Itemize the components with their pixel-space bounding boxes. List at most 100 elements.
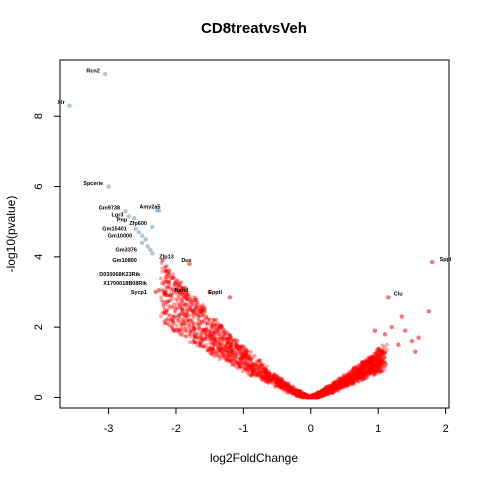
cloud-point <box>368 372 372 376</box>
cloud-point <box>221 336 226 341</box>
cloud-point <box>246 364 250 369</box>
cloud-point <box>261 372 266 377</box>
cloud-point <box>203 327 208 332</box>
cloud-point <box>272 375 277 380</box>
cloud-point <box>244 348 249 353</box>
cloud-point <box>251 369 256 374</box>
cloud-point <box>283 389 288 393</box>
cloud-point <box>325 388 330 392</box>
cloud-point <box>213 318 218 323</box>
cloud-point <box>289 386 294 391</box>
cloud-point <box>322 391 326 396</box>
cloud-point <box>276 377 281 382</box>
cloud-point <box>161 299 166 304</box>
cloud-point <box>318 389 322 394</box>
cloud-point <box>239 344 244 349</box>
cloud-point <box>163 290 168 295</box>
cloud-point <box>200 303 205 307</box>
cloud-point <box>336 384 340 388</box>
cloud-point <box>362 362 367 367</box>
cloud-point <box>320 394 325 398</box>
cloud-point <box>198 340 203 345</box>
cloud-point <box>313 395 317 400</box>
cloud-point <box>265 370 269 375</box>
cloud-point <box>344 383 349 387</box>
cloud-point <box>325 389 330 394</box>
cloud-point <box>197 340 202 345</box>
cloud-point <box>204 342 208 347</box>
cloud-point <box>348 381 353 386</box>
cloud-point <box>211 343 216 347</box>
cloud-point <box>269 378 273 383</box>
cloud-point <box>191 322 196 327</box>
cloud-point <box>223 343 227 348</box>
cloud-point <box>356 372 361 377</box>
cloud-point <box>242 366 246 371</box>
cloud-point <box>352 375 356 380</box>
cloud-point <box>175 315 180 320</box>
cloud-point <box>215 322 220 327</box>
cloud-point <box>185 297 189 301</box>
cloud-point <box>313 394 318 399</box>
cloud-point <box>318 392 322 397</box>
cloud-point <box>293 391 298 395</box>
cloud-point <box>221 354 226 359</box>
cloud-point <box>266 370 271 375</box>
cloud-point <box>326 388 331 393</box>
cloud-point <box>248 356 252 361</box>
cloud-point <box>343 376 347 381</box>
cloud-point <box>194 297 199 302</box>
cloud-point <box>369 355 373 360</box>
cloud-point <box>235 344 240 348</box>
cloud-point <box>185 292 190 297</box>
cloud-point <box>208 321 213 325</box>
cloud-point <box>374 351 378 356</box>
cloud-point <box>312 395 317 400</box>
cloud-point <box>312 393 317 398</box>
cloud-point <box>204 335 208 339</box>
cloud-point <box>375 357 380 362</box>
cloud-point <box>375 366 380 371</box>
cloud-point <box>270 377 275 382</box>
cloud-point <box>373 364 377 368</box>
cloud-point <box>339 383 344 388</box>
cloud-point <box>361 371 366 376</box>
cloud-point <box>311 393 316 397</box>
cloud-point <box>239 356 243 360</box>
cloud-point <box>297 393 302 397</box>
cloud-point <box>244 358 249 363</box>
cloud-point <box>356 370 361 375</box>
cloud-point <box>278 384 283 389</box>
cloud-point <box>368 367 373 371</box>
cloud-point <box>346 377 351 381</box>
cloud-point <box>314 394 319 399</box>
cloud-point <box>304 394 308 399</box>
cloud-point <box>239 364 244 369</box>
cloud-point <box>226 334 231 339</box>
cloud-point <box>381 364 385 369</box>
cloud-point <box>209 328 214 332</box>
cloud-point <box>323 387 328 392</box>
cloud-point <box>322 391 326 396</box>
cloud-point <box>284 381 289 386</box>
cloud-point <box>329 391 334 396</box>
cloud-point <box>355 371 359 376</box>
cloud-point <box>234 360 238 365</box>
cloud-point <box>332 382 337 387</box>
cloud-point <box>324 390 329 395</box>
cloud-point <box>347 378 352 383</box>
gene-label: Amy2a5 <box>139 205 160 211</box>
cloud-point <box>195 331 200 336</box>
cloud-point <box>207 334 212 339</box>
cloud-point <box>291 391 295 396</box>
cloud-point <box>282 386 287 391</box>
cloud-point <box>333 384 337 388</box>
cloud-point <box>319 393 324 398</box>
gene-label: Sycp1 <box>131 290 147 296</box>
cloud-point <box>188 308 193 312</box>
cloud-point <box>316 390 321 395</box>
cloud-point <box>366 359 370 363</box>
cloud-point <box>321 389 326 394</box>
cloud-point <box>317 393 322 398</box>
cloud-point <box>225 358 229 362</box>
